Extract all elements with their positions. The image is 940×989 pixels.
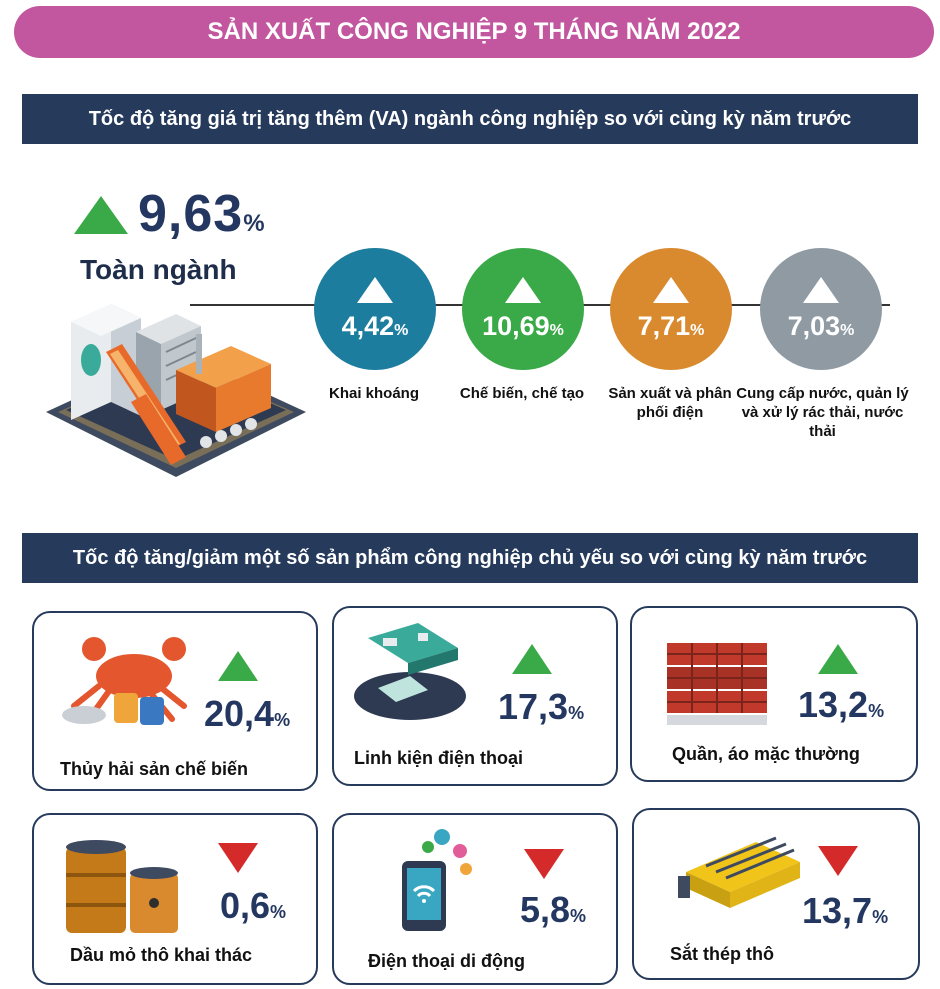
- value-number: 10,69: [482, 310, 550, 341]
- category-circle-electricity: 7,71%: [610, 248, 732, 370]
- value-unit: %: [840, 321, 855, 339]
- product-value-raw-steel: 13,7%: [802, 890, 888, 932]
- page-title: SẢN XUẤT CÔNG NGHIỆP 9 THÁNG NĂM 2022: [14, 6, 934, 58]
- total-label: Toàn ngành: [80, 254, 237, 285]
- up-arrow-icon: [512, 644, 552, 674]
- value-unit: %: [868, 701, 885, 721]
- total-growth-value: 9,63%: [138, 184, 266, 244]
- product-value-phone-components: 17,3%: [498, 686, 584, 728]
- up-arrow-icon: [357, 276, 393, 303]
- value-unit: %: [274, 710, 291, 730]
- product-label-seafood: Thủy hải sản chế biến: [60, 759, 249, 779]
- steel-furnace-icon: [678, 836, 800, 908]
- category-circle-water: 7,03%: [760, 248, 882, 370]
- category-value-mining: 4,42%: [342, 311, 409, 342]
- value-unit: %: [568, 703, 585, 723]
- up-arrow-icon: [818, 644, 858, 674]
- product-value-seafood: 20,4%: [204, 693, 290, 735]
- total-up-arrow-icon: [74, 196, 128, 234]
- up-arrow-icon: [505, 276, 541, 303]
- value-number: 5,8: [520, 889, 571, 930]
- up-arrow-icon: [218, 651, 258, 681]
- value-number: 17,3: [498, 686, 569, 727]
- product-card-mobile-phone: 5,8% Điện thoại di động: [332, 813, 618, 985]
- down-arrow-icon: [524, 849, 564, 879]
- down-arrow-icon: [818, 846, 858, 876]
- oil-barrel-icon: [66, 840, 178, 933]
- product-card-raw-steel: 13,7% Sắt thép thô: [632, 808, 920, 980]
- factory-icon: [46, 304, 306, 477]
- category-circle-mining: 4,42%: [314, 248, 436, 370]
- section-va-title: Tốc độ tăng giá trị tăng thêm (VA) ngành…: [22, 94, 918, 144]
- category-value-electricity: 7,71%: [638, 311, 705, 342]
- crab-seafood-icon: [62, 637, 187, 725]
- product-card-seafood: 20,4% Thủy hải sản chế biến: [32, 611, 318, 791]
- section-products-title: Tốc độ tăng/giảm một số sản phẩm công ng…: [22, 533, 918, 583]
- product-card-clothes: 13,2% Quần, áo mặc thường: [630, 606, 918, 782]
- section-va-title-text: Tốc độ tăng giá trị tăng thêm (VA) ngành…: [88, 107, 852, 130]
- mobile-phone-icon: [402, 829, 472, 931]
- page-title-text: SẢN XUẤT CÔNG NGHIỆP 9 THÁNG NĂM 2022: [207, 18, 741, 45]
- clothes-stack-icon: [667, 643, 767, 725]
- product-card-crude-oil: 0,6% Dầu mỏ thô khai thác: [32, 813, 318, 985]
- product-value-mobile-phone: 5,8%: [520, 889, 586, 931]
- down-arrow-icon: [218, 843, 258, 873]
- value-number: 4,42: [341, 310, 395, 341]
- value-unit: %: [690, 321, 705, 339]
- value-number: 7,03: [787, 310, 841, 341]
- product-value-crude-oil: 0,6%: [220, 885, 286, 927]
- value-number: 13,7: [802, 890, 873, 931]
- category-value-water: 7,03%: [788, 311, 855, 342]
- category-label-mining: Khai khoáng: [328, 385, 419, 402]
- category-circle-manufacturing: 10,69%: [462, 248, 584, 370]
- value-unit: %: [570, 906, 587, 926]
- up-arrow-icon: [653, 276, 689, 303]
- value-number: 0,6: [220, 885, 271, 926]
- product-label-raw-steel: Sắt thép thô: [670, 944, 774, 964]
- value-unit: %: [270, 902, 287, 922]
- product-label-clothes: Quần, áo mặc thường: [672, 744, 860, 764]
- category-label-water: Cung cấp nước, quản lý và xử lý rác thải…: [736, 385, 909, 440]
- category-label-electricity: Sản xuất và phân phối điện: [608, 385, 732, 421]
- value-unit: %: [394, 321, 409, 339]
- value-number: 13,2: [798, 684, 869, 725]
- category-label-manufacturing: Chế biến, chế tạo: [459, 385, 585, 402]
- total-value-unit: %: [243, 210, 266, 237]
- value-unit: %: [549, 321, 564, 339]
- product-card-phone-components: 17,3% Linh kiện điện thoại: [332, 606, 618, 786]
- value-number: 7,71: [637, 310, 691, 341]
- product-value-clothes: 13,2%: [798, 684, 884, 726]
- up-arrow-icon: [803, 276, 839, 303]
- section-products-title-text: Tốc độ tăng/giảm một số sản phẩm công ng…: [72, 546, 868, 569]
- total-value-number: 9,63: [138, 185, 244, 243]
- value-unit: %: [872, 907, 889, 927]
- product-label-crude-oil: Dầu mỏ thô khai thác: [70, 945, 253, 965]
- category-value-manufacturing: 10,69%: [482, 311, 564, 342]
- value-number: 20,4: [204, 693, 275, 734]
- phone-components-icon: [354, 623, 466, 720]
- product-label-phone-components: Linh kiện điện thoại: [354, 748, 524, 768]
- product-label-mobile-phone: Điện thoại di động: [368, 951, 525, 971]
